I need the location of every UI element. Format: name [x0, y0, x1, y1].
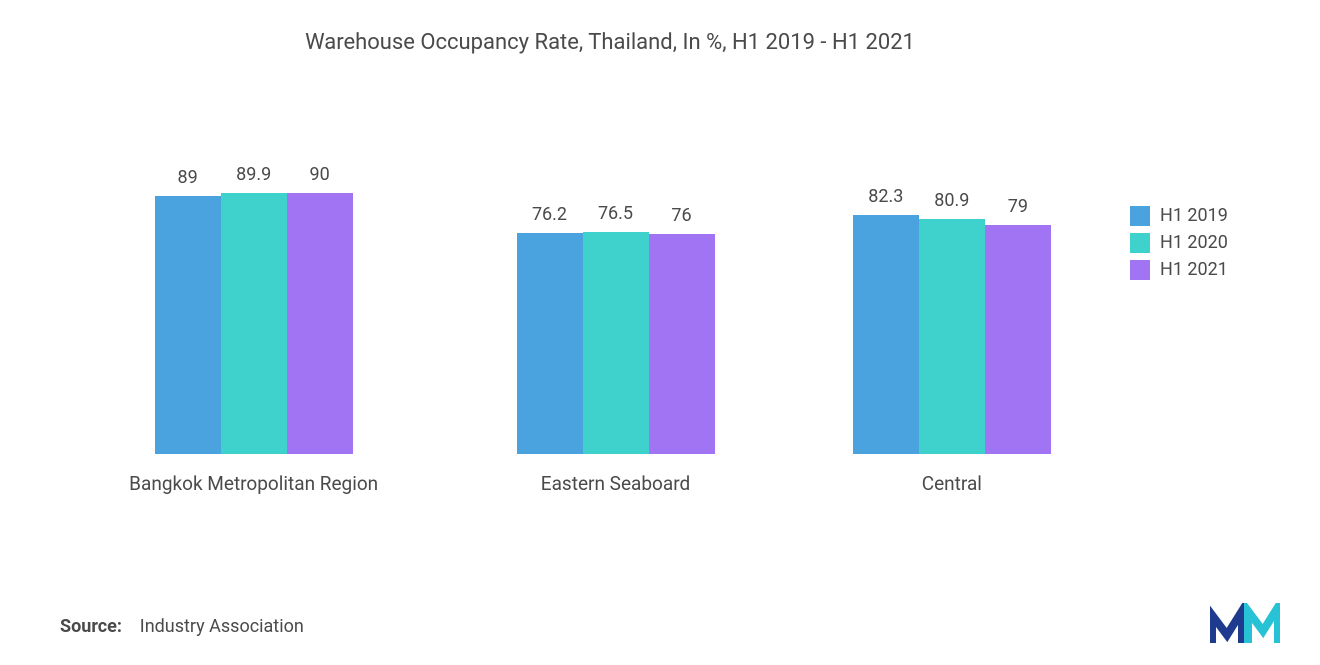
legend-label: H1 2020	[1160, 232, 1228, 253]
bar-wrap: 90	[287, 124, 353, 454]
bars: 76.2 76.5 76	[517, 124, 715, 454]
legend-item: H1 2020	[1130, 232, 1280, 253]
category-label: Bangkok Metropolitan Region	[129, 472, 378, 495]
bar-value-label: 79	[1008, 196, 1028, 217]
bar-value-label: 90	[310, 164, 330, 185]
bar-wrap: 82.3	[853, 124, 919, 454]
bar-value-label: 82.3	[868, 186, 903, 207]
bars: 89 89.9 90	[155, 124, 353, 454]
category-label: Eastern Seaboard	[541, 472, 690, 495]
bar	[853, 215, 919, 454]
bar-wrap: 89.9	[221, 124, 287, 454]
source-label: Source:	[60, 616, 122, 637]
bar	[155, 196, 221, 454]
bar-wrap: 89	[155, 124, 221, 454]
bar	[649, 234, 715, 454]
bar	[583, 232, 649, 454]
bar	[985, 225, 1051, 454]
mordor-logo-icon	[1210, 603, 1280, 653]
bar-wrap: 76.5	[583, 124, 649, 454]
chart-row: 8989.990Bangkok Metropolitan Region76.27…	[60, 115, 1280, 495]
bar	[919, 219, 985, 454]
bar-value-label: 80.9	[934, 190, 969, 211]
bar-wrap: 76.2	[517, 124, 583, 454]
legend: H1 2019 H1 2020 H1 2021	[1130, 205, 1280, 286]
bar	[517, 233, 583, 454]
bars: 82.3 80.9 79	[853, 124, 1051, 454]
bar-value-label: 76.2	[532, 204, 567, 225]
bar-value-label: 89.9	[236, 164, 271, 185]
legend-label: H1 2021	[1160, 259, 1228, 280]
legend-swatch-icon	[1130, 233, 1150, 253]
bar-value-label: 76	[671, 205, 691, 226]
bar-wrap: 76	[649, 124, 715, 454]
chart-container: Warehouse Occupancy Rate, Thailand, In %…	[0, 0, 1320, 665]
bar-group: 82.3 80.9 79 Central	[853, 124, 1051, 495]
legend-swatch-icon	[1130, 206, 1150, 226]
legend-item: H1 2021	[1130, 259, 1280, 280]
bar-group: 89 89.9 90 Bangkok Metropolitan Region	[129, 124, 378, 495]
bar-wrap: 80.9	[919, 124, 985, 454]
bar-group: 76.2 76.5 76 Eastern Seaboard	[517, 124, 715, 495]
bar-value-label: 76.5	[598, 203, 633, 224]
bar	[221, 193, 287, 454]
category-label: Central	[922, 472, 982, 495]
legend-label: H1 2019	[1160, 205, 1228, 226]
plot-area: 8989.990Bangkok Metropolitan Region76.27…	[60, 115, 1120, 495]
source-line: Source: Industry Association	[60, 616, 304, 637]
bar	[287, 193, 353, 454]
legend-swatch-icon	[1130, 260, 1150, 280]
bar-wrap: 79	[985, 124, 1051, 454]
chart-title: Warehouse Occupancy Rate, Thailand, In %…	[60, 30, 1160, 55]
legend-item: H1 2019	[1130, 205, 1280, 226]
bar-value-label: 89	[178, 167, 198, 188]
source-text: Industry Association	[140, 616, 304, 637]
